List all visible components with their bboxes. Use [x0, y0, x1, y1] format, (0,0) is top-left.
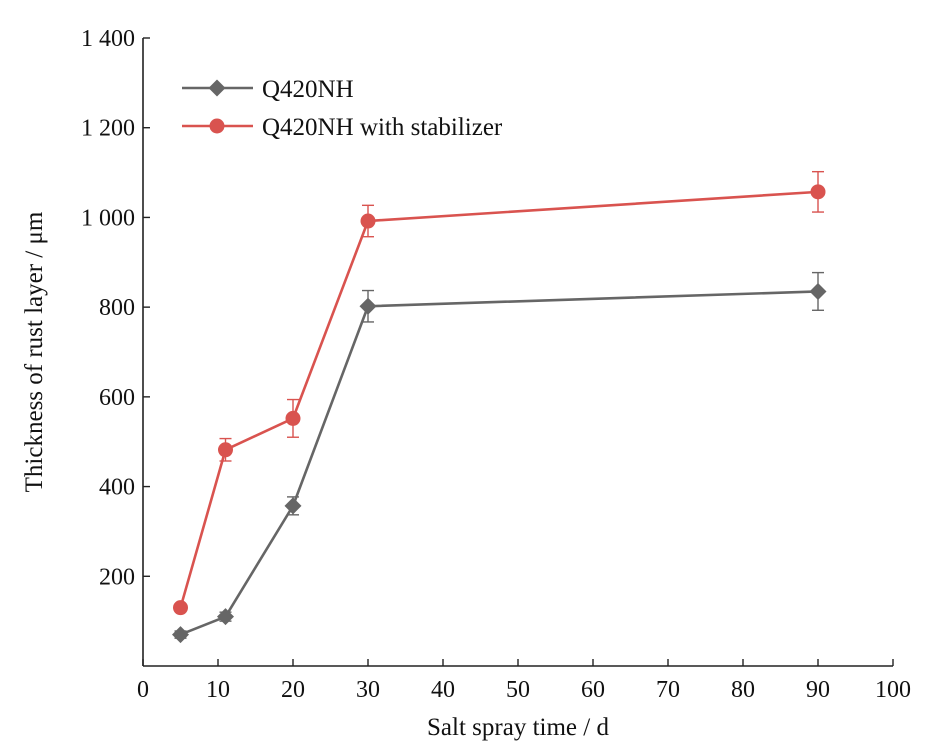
- x-tick-label: 40: [431, 677, 455, 703]
- y-tick-label: 200: [99, 564, 135, 590]
- x-tick-label: 100: [875, 677, 911, 703]
- x-tick-label: 50: [506, 677, 530, 703]
- y-axis-title: Thickness of rust layer / μm: [21, 211, 48, 492]
- data-point-circle: [209, 118, 225, 134]
- x-tick-label: 90: [806, 677, 830, 703]
- y-tick-label: 1 200: [81, 116, 135, 142]
- x-tick-label: 60: [581, 677, 605, 703]
- series-line: [180, 290, 819, 636]
- x-tick-label: 70: [656, 677, 680, 703]
- data-point-diamond: [172, 626, 189, 644]
- y-tick-label: 1 000: [81, 205, 135, 231]
- series-layer: [172, 170, 827, 644]
- x-tick-label: 80: [731, 677, 755, 703]
- x-axis-title: Salt spray time / d: [427, 714, 609, 741]
- x-ticks: 0 10 20 30 40 50 60 70 80 90 100: [137, 659, 911, 703]
- y-tick-label: 400: [99, 475, 135, 501]
- data-point-diamond: [359, 297, 377, 315]
- y-tick-label: 1 400: [81, 26, 135, 52]
- y-tick-label: 600: [99, 385, 135, 411]
- x-tick-label: 30: [356, 677, 380, 703]
- series-1: [172, 271, 827, 644]
- data-point-circle: [810, 184, 826, 200]
- data-point-diamond: [217, 608, 234, 626]
- legend-item: Q420NH with stabilizer: [182, 114, 503, 141]
- data-point-diamond: [208, 79, 226, 97]
- data-point-diamond: [809, 282, 827, 300]
- data-point-circle: [285, 410, 301, 426]
- legend-label: Q420NH with stabilizer: [262, 114, 503, 141]
- x-tick-label: 0: [137, 677, 149, 703]
- y-tick-label: 800: [99, 295, 135, 321]
- data-point-circle: [360, 213, 376, 229]
- legend-label: Q420NH: [262, 76, 354, 103]
- x-tick-label: 10: [206, 677, 230, 703]
- y-ticks: 200 400 600 800 1 000 1 200 1 400: [81, 26, 150, 590]
- data-point-circle: [173, 600, 188, 616]
- series-2: [173, 170, 826, 616]
- x-tick-label: 20: [281, 677, 305, 703]
- legend-item: Q420NH: [182, 76, 354, 103]
- data-point-diamond: [284, 497, 302, 515]
- data-point-circle: [218, 442, 233, 458]
- series-line: [179, 190, 819, 609]
- plot-area: 0 10 20 30 40 50 60 70 80 90 100 200 400 600 800 1 000…: [81, 26, 911, 703]
- legend: Q420NH Q420NH with stabilizer: [182, 76, 503, 141]
